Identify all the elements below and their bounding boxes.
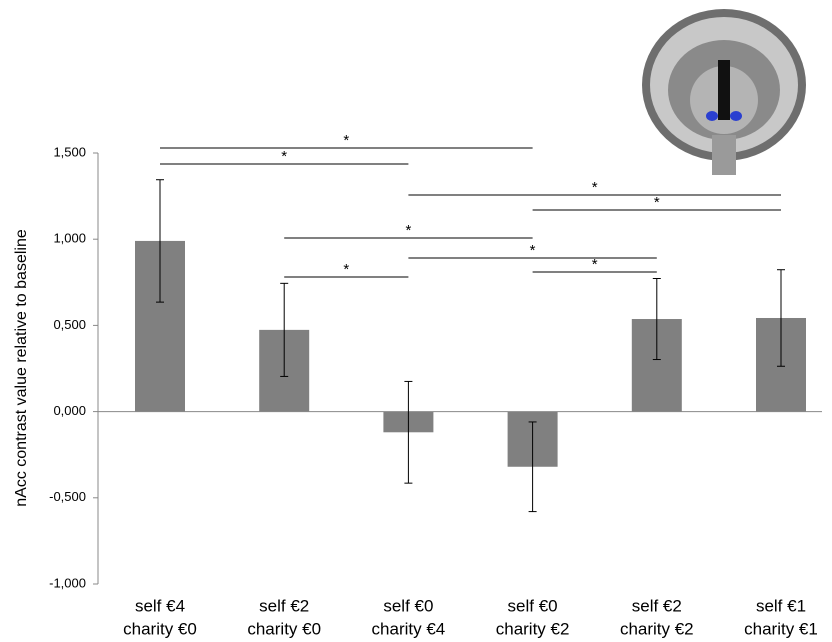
x-tick-label: self €0 [383,596,433,615]
error-bar [652,278,661,361]
y-tick-label: -0,500 [49,489,86,504]
x-tick-label: self €1 [756,596,806,615]
error-bar [156,179,164,303]
significance-label: * [343,132,349,149]
y-tick-label: 1,500 [53,144,86,159]
x-tick-label: charity €4 [372,619,446,638]
significance-label: * [530,242,536,259]
significance-label: * [654,194,660,211]
significance-label: * [405,222,411,239]
x-tick-label: self €0 [508,596,558,615]
x-tick-label: charity €1 [744,619,818,638]
significance-label: * [592,256,598,273]
x-tick-label: self €4 [135,596,185,615]
significance-label: * [343,261,349,278]
x-tick-label: charity €0 [247,619,321,638]
y-tick-label: 1,000 [53,231,86,246]
y-tick-label: 0,500 [53,317,86,332]
y-axis-label: nAcc contrast value relative to baseline [13,229,30,507]
error-bar [404,380,413,484]
brain-image [637,6,815,180]
y-tick-label: 0,000 [53,403,86,418]
error-bar [777,269,785,367]
x-tick-label: self €2 [259,596,309,615]
significance-label: * [592,179,598,196]
significance-label: * [281,148,287,165]
y-tick-label: -1,000 [49,575,86,590]
x-tick-label: self €2 [632,596,682,615]
x-tick-label: charity €2 [496,619,570,638]
error-bar [280,282,289,377]
error-bar [528,421,537,513]
x-tick-label: charity €0 [123,619,197,638]
x-tick-label: charity €2 [620,619,694,638]
